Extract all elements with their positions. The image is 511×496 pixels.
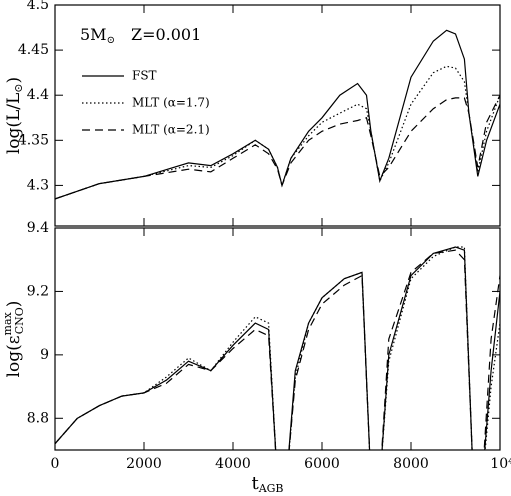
- plot-area: [55, 246, 500, 450]
- annotation-sub: ⊙: [107, 35, 115, 46]
- y-tick-label: 9.4: [27, 220, 49, 236]
- series-line: [55, 246, 500, 450]
- y-tick-label: 4.35: [18, 132, 49, 148]
- x-tick-label: 8000: [393, 456, 429, 472]
- y-label-text: log(L/L: [4, 93, 24, 155]
- legend-label: MLT (α=1.7): [132, 96, 210, 110]
- annotation-text: 5M: [80, 25, 107, 44]
- annotation: 5M⊙ Z=0.001: [80, 25, 201, 46]
- x-tick-label: 10⁴: [490, 456, 511, 472]
- y-tick-label: 9.2: [27, 283, 49, 299]
- plot-frame: [54, 227, 501, 451]
- x-tick-label: 4000: [215, 456, 251, 472]
- series-line: [55, 246, 500, 450]
- series-line: [55, 94, 500, 200]
- legend-label: FST: [132, 69, 157, 83]
- x-label-text: t: [251, 473, 259, 494]
- x-label-sub: AGB: [258, 482, 284, 495]
- y-axis-label: log(εmaxCNO): [1, 301, 26, 378]
- annotation-text: Z=0.001: [131, 25, 201, 44]
- y-label-sup: max: [1, 311, 14, 335]
- y-label-text: log(ε: [4, 335, 24, 377]
- legend-label: MLT (α=2.1): [132, 123, 210, 137]
- y-axis-label: log(L/L⊙): [4, 77, 26, 154]
- series-line: [55, 29, 500, 200]
- y-label-sub: ⊙: [12, 83, 25, 92]
- x-tick-label: 0: [51, 456, 60, 472]
- y-label-sub: CNO: [13, 307, 26, 334]
- y-label-text: ): [4, 301, 24, 308]
- y-tick-label: 4.5: [27, 0, 49, 13]
- plot-area: [55, 29, 500, 200]
- x-tick-label: 6000: [304, 456, 340, 472]
- y-tick-label: 4.3: [27, 177, 49, 193]
- series-line: [55, 249, 500, 450]
- x-axis-label: tAGB: [251, 473, 283, 495]
- y-label-text: ): [4, 77, 24, 84]
- series-line: [55, 65, 500, 200]
- x-tick-label: 2000: [126, 456, 162, 472]
- y-tick-label: 4.4: [27, 87, 49, 103]
- y-tick-label: 4.45: [18, 42, 49, 58]
- plot-frame: [54, 4, 501, 227]
- y-tick-label: 9: [40, 347, 49, 363]
- y-tick-label: 8.8: [27, 410, 49, 426]
